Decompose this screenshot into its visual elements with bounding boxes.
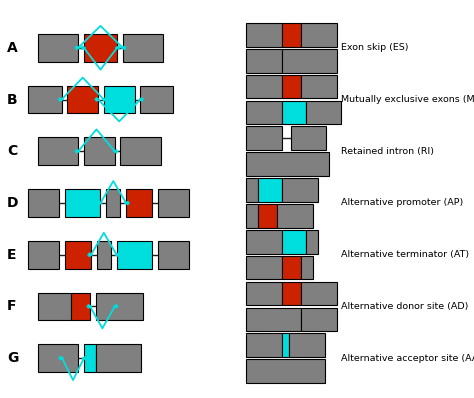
Bar (246, 308, 301, 331)
Bar (282, 101, 306, 124)
Bar (117, 241, 152, 269)
Bar (246, 230, 282, 254)
Bar (289, 334, 325, 357)
Bar (246, 127, 282, 150)
Bar (282, 334, 289, 357)
Bar (246, 178, 258, 202)
Bar (38, 344, 78, 372)
Bar (140, 86, 173, 113)
Bar (65, 241, 91, 269)
Text: Alternative donor site (AD): Alternative donor site (AD) (341, 302, 469, 311)
Bar (246, 75, 282, 98)
Bar (306, 230, 318, 254)
Text: Alternative promoter (AP): Alternative promoter (AP) (341, 199, 464, 207)
Bar (65, 189, 100, 217)
Bar (246, 334, 282, 357)
Bar (28, 241, 59, 269)
Bar (246, 359, 325, 383)
Bar (84, 137, 115, 165)
Bar (258, 204, 277, 228)
Bar (282, 75, 301, 98)
Bar (38, 137, 78, 165)
Text: F: F (7, 299, 17, 314)
Bar (282, 23, 301, 47)
Bar (246, 204, 258, 228)
Bar (301, 256, 313, 279)
Bar (301, 282, 337, 305)
Bar (246, 282, 282, 305)
Bar (126, 189, 152, 217)
Bar (106, 189, 120, 217)
Bar (282, 230, 306, 254)
Bar (67, 86, 98, 113)
Bar (71, 293, 90, 320)
Bar (282, 256, 301, 279)
Text: G: G (7, 351, 18, 365)
Bar (246, 23, 282, 47)
Bar (282, 282, 301, 305)
Text: C: C (7, 144, 18, 158)
Bar (301, 308, 337, 331)
Bar (104, 86, 135, 113)
Text: Alternative acceptor site (AA): Alternative acceptor site (AA) (341, 354, 474, 363)
Bar (282, 49, 337, 72)
Bar (28, 86, 62, 113)
Bar (246, 101, 282, 124)
Bar (246, 256, 282, 279)
Bar (301, 23, 337, 47)
Text: Alternative terminator (AT): Alternative terminator (AT) (341, 250, 469, 259)
Bar (301, 75, 337, 98)
Bar (123, 34, 163, 62)
Text: D: D (7, 196, 18, 210)
Bar (97, 241, 111, 269)
Text: B: B (7, 92, 18, 107)
Bar (246, 49, 282, 72)
Bar (258, 178, 282, 202)
Bar (120, 137, 161, 165)
Bar (291, 127, 326, 150)
Bar (277, 204, 313, 228)
Bar (282, 178, 318, 202)
Bar (158, 241, 189, 269)
Bar (28, 189, 59, 217)
Text: Retained intron (RI): Retained intron (RI) (341, 147, 434, 156)
Text: Mutually exclusive exons (ME): Mutually exclusive exons (ME) (341, 95, 474, 104)
Text: Exon skip (ES): Exon skip (ES) (341, 43, 409, 52)
Bar (96, 344, 141, 372)
Bar (246, 152, 329, 176)
Bar (38, 293, 71, 320)
Bar (96, 293, 143, 320)
Bar (38, 34, 78, 62)
Bar (84, 34, 117, 62)
Bar (306, 101, 341, 124)
Text: E: E (7, 248, 17, 262)
Bar (84, 344, 96, 372)
Bar (158, 189, 189, 217)
Text: A: A (7, 41, 18, 55)
